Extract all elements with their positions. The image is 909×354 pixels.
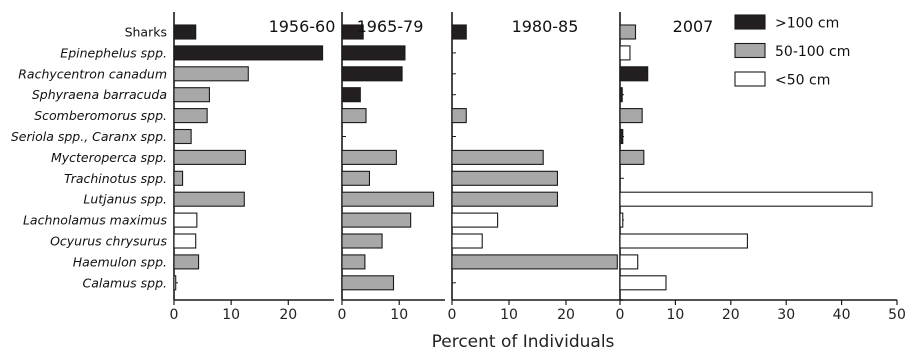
bar — [619, 275, 667, 291]
bar — [451, 170, 558, 186]
panel-title: 1965-79 — [357, 17, 424, 36]
x-tick-label: 50 — [888, 307, 906, 323]
bar — [619, 87, 623, 103]
x-tick-label: 20 — [279, 307, 297, 323]
bar — [173, 108, 208, 124]
x-tick-label: 10 — [666, 307, 684, 323]
category-label: Seriola spp., Caranx spp. — [11, 129, 167, 144]
bar — [341, 45, 406, 61]
bar — [341, 254, 366, 270]
x-tick-label: 10 — [500, 307, 518, 323]
category-label: Trachinotus spp. — [64, 171, 167, 186]
legend: >100 cm 50-100 cm <50 cm — [734, 14, 850, 89]
bar — [341, 170, 371, 186]
category-label: Sphyraena barracuda — [32, 87, 167, 102]
bar — [451, 24, 467, 40]
bar — [173, 24, 197, 40]
panel-title: 1980-85 — [512, 17, 579, 36]
bar — [341, 108, 367, 124]
x-tick-label: 40 — [833, 307, 851, 323]
legend-label: <50 cm — [775, 73, 830, 89]
panel: 0 10 20 30 40 50 2007 — [616, 12, 906, 323]
bar — [341, 66, 403, 82]
bar — [341, 191, 435, 207]
bar — [451, 108, 467, 124]
legend-swatch — [734, 71, 766, 87]
x-tick-label: 0 — [338, 307, 347, 323]
bar — [451, 149, 544, 165]
bar — [173, 233, 197, 249]
bar — [173, 191, 245, 207]
category-label: Lachnolamus maximus — [23, 213, 168, 228]
x-tick-label: 0 — [448, 307, 457, 323]
category-label: Rachycentron canadum — [18, 66, 167, 81]
x-tick-label: 0 — [616, 307, 625, 323]
bar — [173, 275, 177, 291]
bar — [173, 170, 184, 186]
bar — [341, 275, 395, 291]
bar — [619, 191, 873, 207]
bar — [619, 66, 649, 82]
x-tick-label: 20 — [557, 307, 575, 323]
category-label: Sharks — [125, 25, 167, 40]
x-tick-label: 30 — [777, 307, 795, 323]
panel-title: 1956-60 — [269, 17, 336, 36]
panel: 0 10 20 1980-85 — [448, 12, 623, 323]
legend-label: 50-100 cm — [775, 44, 850, 60]
x-axis-label: Percent of Individuals — [432, 332, 615, 352]
category-label: Scomberomorus spp. — [34, 108, 167, 123]
bar — [451, 254, 618, 270]
bar — [173, 212, 198, 228]
bar — [173, 45, 324, 61]
x-tick-label: 10 — [390, 307, 408, 323]
category-label: Haemulon spp. — [73, 254, 167, 269]
category-label: Calamus spp. — [83, 275, 167, 290]
x-tick-label: 0 — [170, 307, 179, 323]
bar — [341, 24, 364, 40]
bar — [619, 128, 624, 145]
panel: 0 10 20 1956-60 — [170, 12, 336, 323]
bar — [619, 108, 643, 124]
bar — [619, 233, 748, 249]
legend-swatch — [734, 14, 766, 30]
chart-panels: 0 10 20 1956-60 0 10 1965-79 0 10 20 1980-85 0 10 20 3… — [170, 12, 906, 323]
category-label: Mycteroperca spp. — [51, 150, 167, 165]
x-tick-label: 10 — [222, 307, 240, 323]
bar — [619, 254, 639, 270]
legend-label: >100 cm — [775, 16, 839, 32]
panel-title: 2007 — [673, 17, 714, 36]
bar — [173, 66, 249, 82]
category-labels: Sharks Epinephelus spp. Rachycentron canad… — [11, 25, 168, 291]
bar — [341, 212, 412, 228]
bar — [173, 149, 246, 165]
x-tick-label: 20 — [722, 307, 740, 323]
bar — [173, 128, 192, 145]
legend-swatch — [734, 42, 766, 59]
bar — [451, 191, 558, 207]
bar — [619, 212, 624, 228]
bar — [451, 233, 483, 249]
panel: 0 10 1965-79 — [338, 12, 445, 323]
bar — [619, 45, 631, 61]
bar — [173, 254, 200, 270]
category-label: Lutjanus spp. — [83, 192, 167, 207]
bar — [341, 149, 397, 165]
bar — [451, 212, 499, 228]
bar — [341, 87, 361, 103]
bar — [619, 24, 637, 40]
bar — [173, 87, 210, 103]
bar — [341, 233, 383, 249]
bar — [619, 149, 645, 165]
category-label: Epinephelus spp. — [60, 45, 167, 60]
category-label: Ocyurus chrysurus — [50, 234, 167, 249]
